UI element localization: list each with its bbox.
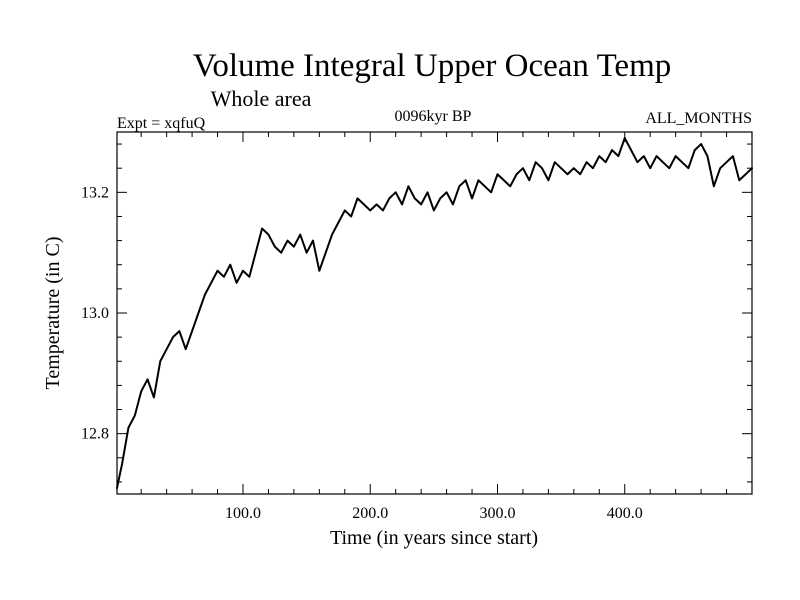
y-tick-label: 13.0	[81, 305, 109, 322]
plot-frame	[116, 131, 753, 495]
period-label: 0096kyr BP	[395, 108, 472, 125]
y-axis-label: Temperature (in C)	[42, 237, 64, 390]
x-tick-label: 100.0	[225, 505, 261, 522]
x-tick-label: 200.0	[352, 505, 388, 522]
chart-subtitle: Whole area	[211, 86, 312, 111]
x-tick-label: 300.0	[479, 505, 515, 522]
y-axis-ticks: 12.8 13.0 13.2	[81, 143, 752, 483]
y-tick-label: 13.2	[81, 184, 109, 201]
experiment-label: Expt = xqfuQ	[117, 115, 206, 132]
series-layer	[116, 137, 753, 489]
chart-title: Volume Integral Upper Ocean Temp	[193, 48, 671, 84]
series-line-1	[116, 137, 753, 489]
x-tick-label: 400.0	[607, 505, 643, 522]
x-axis-ticks: 100.0 200.0 300.0 400.0	[140, 132, 728, 522]
y-tick-label: 12.8	[81, 426, 109, 443]
x-axis-label: Time (in years since start)	[330, 527, 538, 549]
months-label: ALL_MONTHS	[645, 110, 752, 127]
